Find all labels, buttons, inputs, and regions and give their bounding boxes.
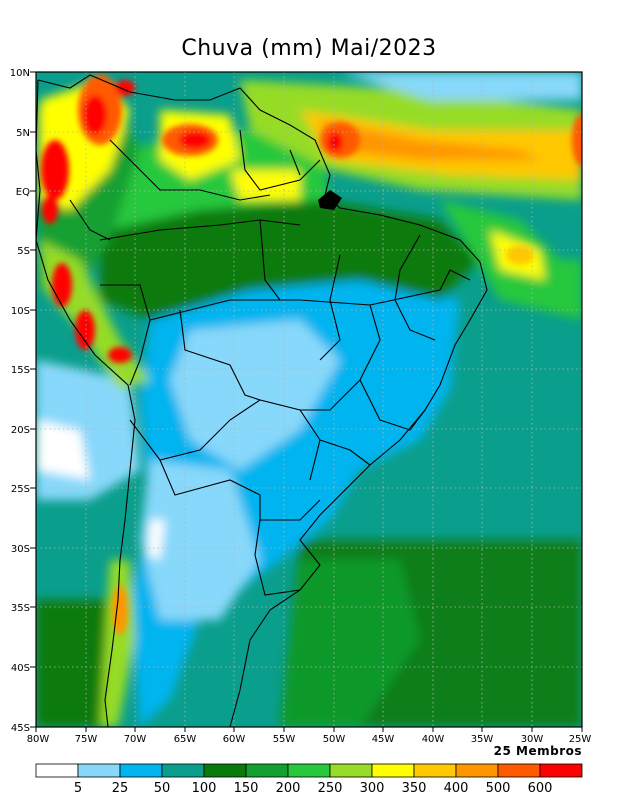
graticule <box>36 72 582 727</box>
lat-label: 25S <box>11 484 30 495</box>
legend-label: 500 <box>486 781 511 796</box>
lon-label: 30W <box>521 734 544 745</box>
legend-swatch <box>287 763 331 778</box>
legend-label: 600 <box>528 781 553 796</box>
legend-color-bar <box>35 763 583 778</box>
lat-label: 10N <box>10 68 30 79</box>
legend-labels: 5 25 50 100 150 200 250 300 350 400 500 600 <box>74 781 553 796</box>
lat-label: 40S <box>11 663 30 674</box>
legend-label: 50 <box>154 781 171 796</box>
legend-label: 300 <box>360 781 385 796</box>
lat-label: 20S <box>11 425 30 436</box>
lon-label: 75W <box>75 734 98 745</box>
lon-label: 25W <box>569 734 592 745</box>
legend-swatch <box>371 763 415 778</box>
lat-label: 5S <box>17 246 30 257</box>
marajo-island <box>318 190 342 210</box>
lon-label: 55W <box>273 734 296 745</box>
legend-label: 5 <box>74 781 82 796</box>
rainfall-field <box>36 72 582 727</box>
lon-label: 70W <box>124 734 147 745</box>
lat-label: 35S <box>11 603 30 614</box>
lon-label: 40W <box>422 734 445 745</box>
lon-ticks <box>35 727 583 732</box>
legend-swatch <box>497 763 541 778</box>
legend-swatch <box>413 763 457 778</box>
lon-label: 50W <box>323 734 346 745</box>
lat-label: 30S <box>11 544 30 555</box>
legend-swatch <box>35 763 79 778</box>
lat-label: 45S <box>11 723 30 734</box>
legend-swatch <box>329 763 373 778</box>
lon-label: 80W <box>27 734 50 745</box>
lon-label: 65W <box>174 734 197 745</box>
legend-swatch <box>455 763 499 778</box>
legend-label: 100 <box>192 781 217 796</box>
lon-labels: 80W 75W 70W 65W 60W 55W 50W 45W 40W 35W … <box>27 734 592 745</box>
lat-label: 5N <box>16 128 30 139</box>
legend-swatch <box>161 763 205 778</box>
map-title: Chuva (mm) Mai/2023 <box>181 36 437 61</box>
lat-label: EQ <box>16 187 30 198</box>
lat-labels: 10N 5N EQ 5S 10S 15S 20S 25S 30S 35S 40S… <box>10 68 30 734</box>
legend-label: 150 <box>234 781 259 796</box>
lon-label: 60W <box>223 734 246 745</box>
map-frame <box>35 71 583 728</box>
legend-label: 25 <box>112 781 129 796</box>
legend-label: 350 <box>402 781 427 796</box>
legend-swatch <box>119 763 163 778</box>
legend-label: 400 <box>444 781 469 796</box>
legend-label: 250 <box>318 781 343 796</box>
lon-label: 45W <box>372 734 395 745</box>
legend-swatch <box>245 763 289 778</box>
legend-swatch <box>77 763 121 778</box>
country-borders <box>36 74 488 727</box>
lat-label: 10S <box>11 306 30 317</box>
lat-label: 15S <box>11 365 30 376</box>
members-label: 25 Membros <box>493 744 582 758</box>
legend-swatch <box>203 763 247 778</box>
legend-swatch <box>539 763 583 778</box>
lat-ticks <box>30 71 36 728</box>
legend-label: 200 <box>276 781 301 796</box>
lon-label: 35W <box>471 734 494 745</box>
